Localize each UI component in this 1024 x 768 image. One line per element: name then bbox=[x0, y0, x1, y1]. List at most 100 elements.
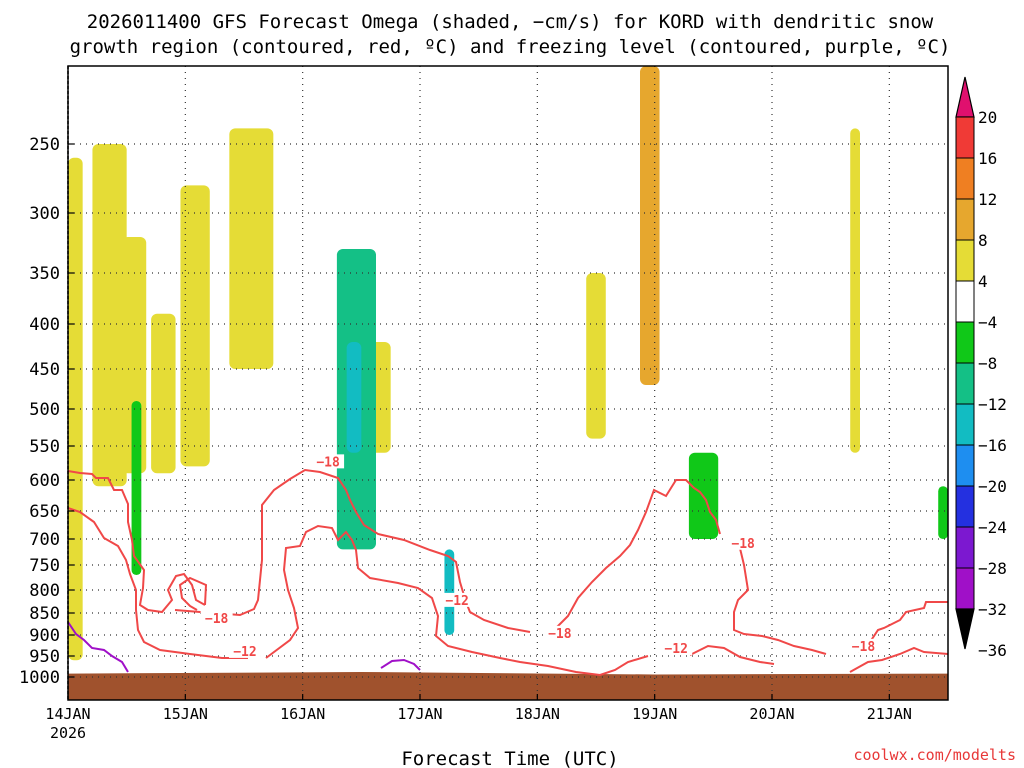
y-tick-label-500: 500 bbox=[29, 400, 60, 420]
colorbar-label-8: −16 bbox=[978, 436, 1007, 455]
contour-label-bg-4 bbox=[543, 625, 576, 640]
colorbar-label-3: 8 bbox=[978, 231, 988, 250]
x-tick-label-20JAN: 20JAN bbox=[749, 705, 794, 723]
colorbar-bin-5 bbox=[955, 280, 975, 323]
colorbar-bin-10 bbox=[955, 485, 975, 528]
x-tick-sublabel-14JAN: 2026 bbox=[50, 724, 86, 742]
omega-cell-downward-motion-14jan bbox=[131, 401, 142, 575]
colorbar-bin-3 bbox=[955, 198, 975, 241]
omega-cell-downward-motion-22jan bbox=[938, 486, 948, 539]
x-tick-label-19JAN: 19JAN bbox=[632, 705, 677, 723]
contour-label-3: −12 bbox=[445, 594, 468, 609]
colorbar-bin-1 bbox=[955, 116, 975, 159]
colorbar-label-4: 4 bbox=[978, 272, 988, 291]
plot-area bbox=[68, 66, 948, 700]
omega-cell-upward-motion-15jan bbox=[151, 313, 176, 474]
contour-label-1: −18 bbox=[205, 612, 229, 627]
y-tick-label-350: 350 bbox=[29, 264, 60, 284]
contour-label-bg-7 bbox=[847, 638, 880, 653]
temperature-contours bbox=[67, 468, 949, 677]
plot-gridlines bbox=[68, 66, 948, 700]
contour-minus12-left bbox=[67, 507, 248, 659]
contour-label-group: −18 −18 −12 −12 −18 −12 −18 −18 bbox=[200, 454, 880, 660]
contour-label-2: −12 bbox=[233, 645, 256, 660]
x-tick-label-17JAN: 17JAN bbox=[397, 705, 442, 723]
x-tick-label-14JAN: 14JAN bbox=[45, 705, 90, 723]
contour-label-4: −18 bbox=[548, 627, 572, 642]
colorbar-bin-4 bbox=[955, 239, 975, 282]
colorbar-label-0: 20 bbox=[978, 108, 997, 127]
y-tick-label-950: 950 bbox=[29, 647, 60, 667]
contour-minus12-right bbox=[689, 644, 775, 665]
contour-label-5: −12 bbox=[664, 642, 687, 657]
contour-minus12-loop bbox=[178, 576, 208, 611]
y-tick-label-850: 850 bbox=[29, 604, 60, 624]
x-tick-label-18JAN: 18JAN bbox=[515, 705, 560, 723]
colorbar-bin-2 bbox=[955, 157, 975, 200]
colorbar-bin-9 bbox=[955, 444, 975, 487]
colorbar: 20 16 12 8 4 −4 −8 −12 −16 −20 −24 −28 −32 −36 bbox=[955, 76, 1007, 660]
colorbar-label-9: −20 bbox=[978, 477, 1007, 496]
x-tick-label-21JAN: 21JAN bbox=[867, 705, 912, 723]
colorbar-bin-8 bbox=[955, 403, 975, 446]
colorbar-label-11: −28 bbox=[978, 559, 1007, 578]
colorbar-label-13: −36 bbox=[978, 641, 1007, 660]
chart-title-line2: growth region (contoured, red, ºC) and f… bbox=[70, 36, 951, 58]
x-tick-label-16JAN: 16JAN bbox=[280, 705, 325, 723]
colorbar-label-7: −12 bbox=[978, 395, 1007, 414]
chart-title-line1: 2026011400 GFS Forecast Omega (shaded, −… bbox=[87, 11, 934, 33]
y-tick-label-400: 400 bbox=[29, 315, 60, 335]
freezing-level-contour-mid bbox=[380, 658, 421, 671]
x-axis-title: Forecast Time (UTC) bbox=[401, 748, 618, 768]
contour-label-bg-5 bbox=[660, 640, 693, 655]
y-tick-label-550: 550 bbox=[29, 437, 60, 457]
x-tick-label-15JAN: 15JAN bbox=[163, 705, 208, 723]
colorbar-bin-6 bbox=[955, 321, 975, 364]
colorbar-label-12: −32 bbox=[978, 600, 1007, 619]
credit-link[interactable]: coolwx.com/modelts bbox=[853, 746, 1016, 764]
colorbar-bin-7 bbox=[955, 362, 975, 405]
omega-cell-downward-motion-17jan bbox=[444, 549, 455, 635]
y-tick-label-750: 750 bbox=[29, 556, 60, 576]
omega-cell-upward-motion-21jan bbox=[850, 128, 860, 453]
contour-label-bg-6 bbox=[727, 535, 760, 550]
y-axis: 2503003504004505005506006507007508008509… bbox=[19, 135, 74, 688]
colorbar-bottom-arrow bbox=[955, 608, 975, 650]
ground-terrain bbox=[68, 671, 948, 700]
contour-label-bg-1 bbox=[200, 610, 233, 625]
y-tick-label-700: 700 bbox=[29, 530, 60, 550]
colorbar-label-1: 16 bbox=[978, 149, 997, 168]
colorbar-label-5: −4 bbox=[978, 313, 997, 332]
y-tick-label-450: 450 bbox=[29, 360, 60, 380]
contour-label-7: −18 bbox=[852, 640, 876, 655]
contour-minus18-right-rise bbox=[555, 479, 721, 629]
colorbar-label-2: 12 bbox=[978, 190, 997, 209]
y-tick-label-300: 300 bbox=[29, 204, 60, 224]
colorbar-label-6: −8 bbox=[978, 354, 997, 373]
contour-label-bg-2 bbox=[228, 643, 261, 658]
omega-cell-downward-motion-16jan-core bbox=[346, 342, 362, 453]
colorbar-bin-12 bbox=[955, 567, 975, 610]
contour-minus12-center bbox=[265, 524, 649, 677]
omega-cell-upward-motion-14jan-early bbox=[68, 157, 83, 661]
contour-label-bg-0 bbox=[312, 454, 345, 469]
contour-minus18-right-tail bbox=[733, 539, 827, 655]
omega-cell-upward-motion-19jan bbox=[640, 66, 660, 385]
colorbar-label-10: −24 bbox=[978, 518, 1007, 537]
y-tick-label-800: 800 bbox=[29, 581, 60, 601]
freezing-level-contour-left bbox=[67, 621, 129, 673]
contour-minus12-far-right bbox=[849, 646, 949, 673]
omega-cell-upward-motion-16jan-early bbox=[229, 128, 274, 369]
contour-label-0: −18 bbox=[316, 455, 340, 470]
colorbar-bin-11 bbox=[955, 526, 975, 569]
y-tick-label-250: 250 bbox=[29, 135, 60, 155]
contour-label-6: −18 bbox=[731, 537, 755, 552]
contour-label-bg-3 bbox=[441, 592, 474, 607]
omega-cell-upward-motion-18jan bbox=[586, 273, 606, 439]
contour-minus18-left bbox=[67, 470, 206, 614]
y-tick-label-600: 600 bbox=[29, 471, 60, 491]
omega-cell-upward-motion-15jan-core bbox=[180, 185, 210, 467]
y-tick-label-900: 900 bbox=[29, 626, 60, 646]
